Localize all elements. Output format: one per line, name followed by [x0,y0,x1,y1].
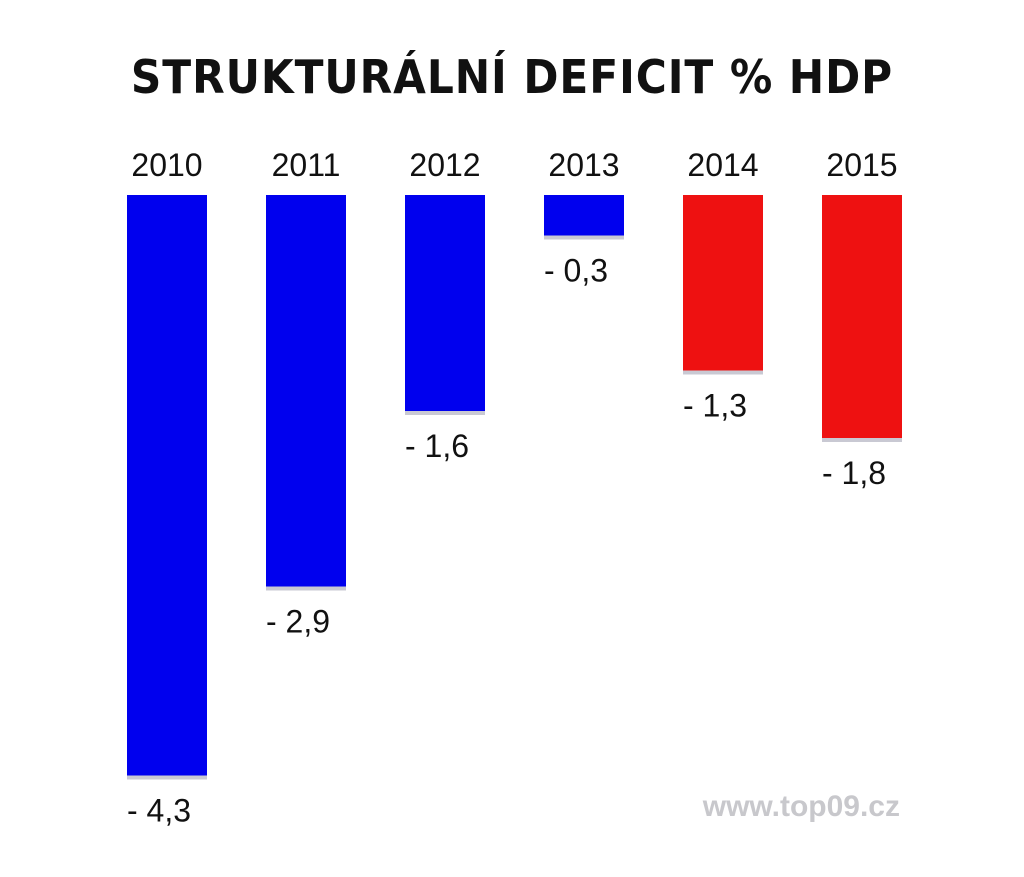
bar-shadow-2010 [127,775,207,780]
value-label-2011: - 2,9 [266,604,330,640]
bar-shadow-2014 [683,370,763,375]
value-label-2013: - 0,3 [544,253,608,289]
value-label-2014: - 1,3 [683,388,747,424]
bar-shadow-2015 [822,438,902,442]
value-label-2010: - 4,3 [127,793,191,829]
value-label-2015: - 1,8 [822,455,886,491]
year-label-2014: 2014 [687,147,758,183]
year-label-2012: 2012 [409,147,480,183]
value-label-2012: - 1,6 [405,428,469,464]
bar-2010 [127,195,207,776]
bar-shadow-2012 [405,411,485,415]
year-label-2010: 2010 [131,147,202,183]
bar-2012 [405,195,485,411]
source-watermark: www.top09.cz [702,790,900,823]
year-label-2011: 2011 [272,147,341,183]
year-label-2013: 2013 [548,147,619,183]
bar-2011 [266,195,346,587]
bar-2013 [544,195,624,236]
bar-2015 [822,195,902,438]
bar-shadow-2013 [544,235,624,240]
chart-title: STRUKTURÁLNÍ DEFICIT % HDP [130,50,894,104]
bar-shadow-2011 [266,586,346,591]
bar-2014 [683,195,763,371]
year-label-2015: 2015 [826,147,897,183]
